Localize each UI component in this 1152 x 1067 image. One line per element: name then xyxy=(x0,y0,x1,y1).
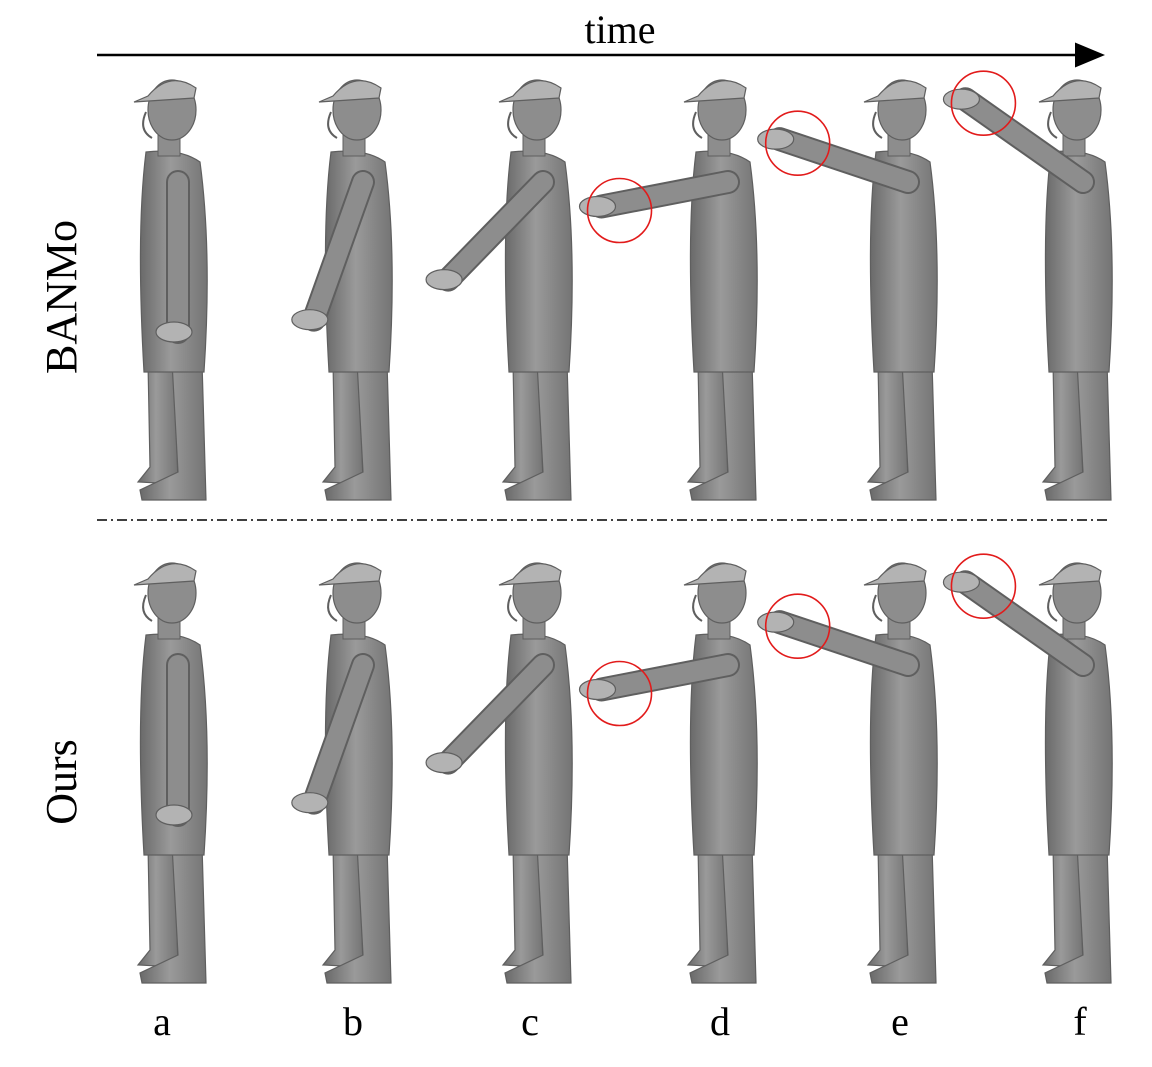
highlight-circle xyxy=(950,553,1017,620)
row-label-ours: Ours xyxy=(37,739,86,825)
column-label-a: a xyxy=(153,999,171,1044)
row-label-banmo: BANMo xyxy=(37,219,86,375)
mesh-figure xyxy=(133,79,208,501)
mesh-figure xyxy=(757,79,938,501)
mesh-figure xyxy=(578,79,758,501)
mesh-figure xyxy=(133,562,208,984)
mesh-figure xyxy=(757,562,938,984)
column-label-f: f xyxy=(1073,999,1087,1044)
highlight-circle xyxy=(586,177,653,244)
mesh-figure xyxy=(425,79,573,501)
highlight-circle xyxy=(764,593,831,659)
mesh-figure xyxy=(291,79,393,501)
mesh-figure xyxy=(578,562,758,984)
mesh-figure xyxy=(291,562,393,984)
mesh-figure xyxy=(942,553,1113,984)
column-label-e: e xyxy=(891,999,909,1044)
mesh-figure xyxy=(425,562,573,984)
highlight-circle xyxy=(586,660,653,727)
column-label-b: b xyxy=(343,999,363,1044)
column-label-c: c xyxy=(521,999,539,1044)
mesh-figure xyxy=(942,70,1113,501)
highlight-circle xyxy=(764,110,831,176)
column-label-d: d xyxy=(710,999,730,1044)
time-label: time xyxy=(584,7,656,52)
highlight-circle xyxy=(950,70,1017,137)
